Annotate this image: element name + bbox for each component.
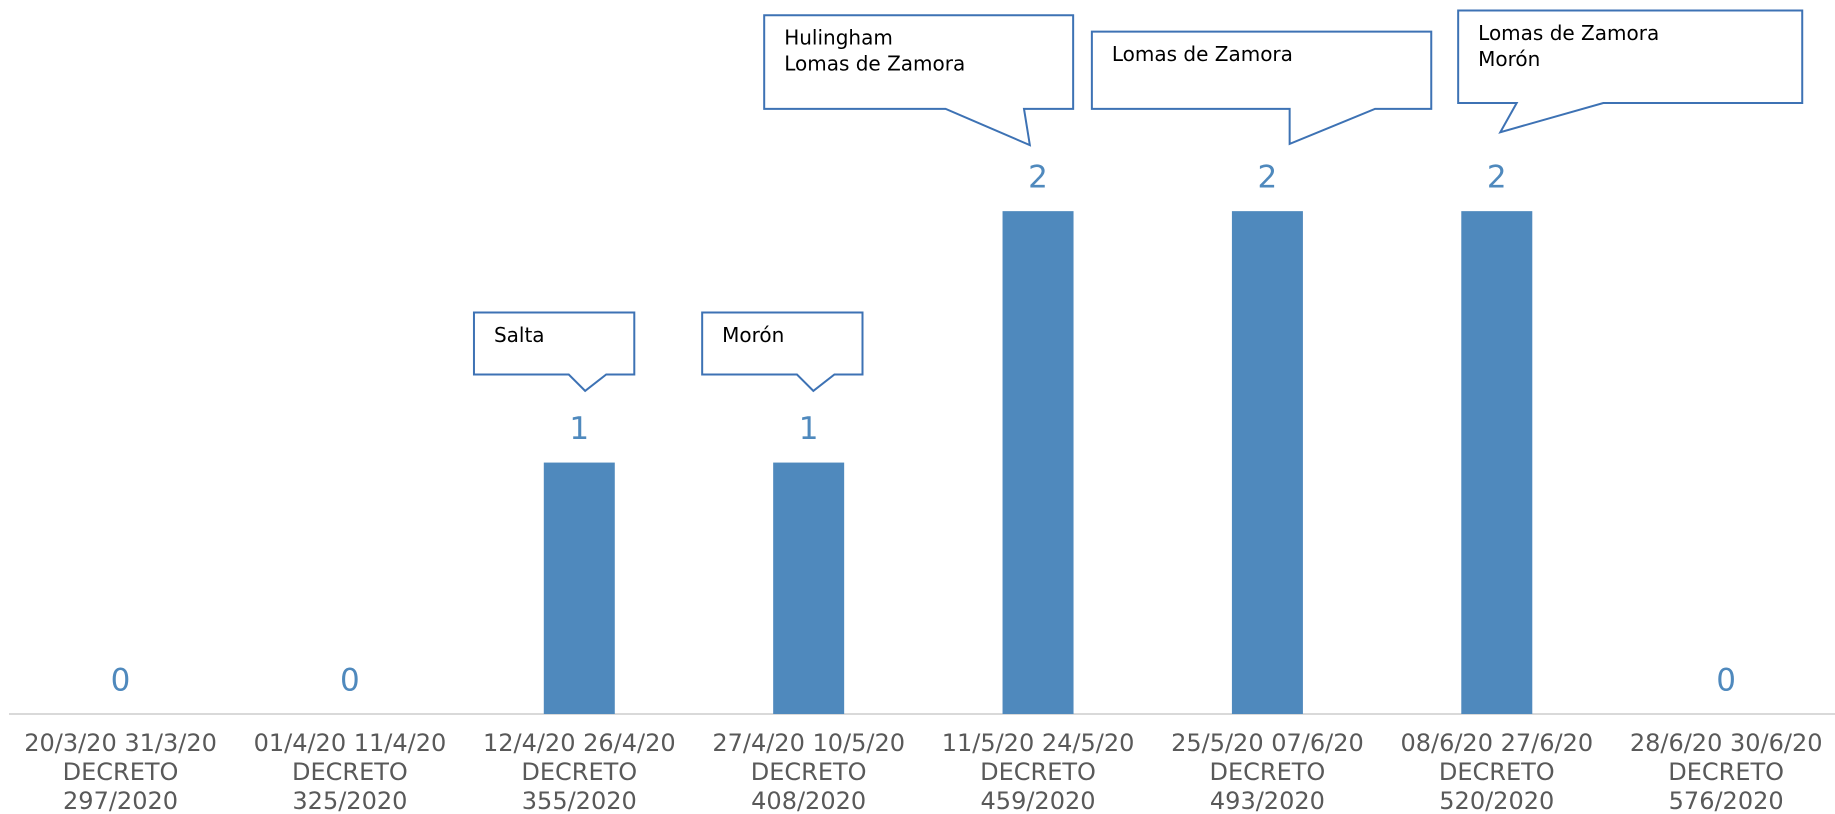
callout <box>701 311 864 393</box>
x-tick-label: DECRETO <box>521 758 637 786</box>
x-tick-label: 25/5/20 07/6/20 <box>1171 729 1364 757</box>
bar <box>773 462 845 714</box>
callout <box>472 311 636 393</box>
callout-text: Lomas de Zamora <box>1112 42 1293 66</box>
callout-text: Hulingham <box>784 26 893 50</box>
bar <box>1002 211 1074 714</box>
callout-text: Lomas de Zamora <box>784 52 965 76</box>
x-tick-label: 520/2020 <box>1439 787 1554 814</box>
value-label: 2 <box>1258 160 1278 196</box>
x-tick-label: DECRETO <box>63 758 179 786</box>
bar <box>1231 211 1303 714</box>
value-label: 0 <box>340 663 360 699</box>
x-tick-label: 11/5/20 24/5/20 <box>942 729 1135 757</box>
x-tick-label: 12/4/20 26/4/20 <box>483 729 676 757</box>
value-label: 2 <box>1028 160 1048 196</box>
x-tick-label: DECRETO <box>980 758 1096 786</box>
x-tick-label: 27/4/20 10/5/20 <box>712 729 905 757</box>
x-tick-label: 297/2020 <box>63 787 178 814</box>
callout <box>1457 9 1804 134</box>
x-tick-label: 355/2020 <box>522 787 637 814</box>
x-tick-label: 576/2020 <box>1669 787 1784 814</box>
callout <box>1090 30 1433 146</box>
x-tick-label: 325/2020 <box>292 787 407 814</box>
x-tick-label: 28/6/20 30/6/20 <box>1630 729 1823 757</box>
value-label: 1 <box>569 411 589 447</box>
callout-text: Morón <box>722 323 784 347</box>
callout-text: Salta <box>494 323 545 347</box>
value-label: 0 <box>111 663 131 699</box>
bar <box>1461 211 1533 714</box>
x-tick-label: DECRETO <box>1210 758 1326 786</box>
x-tick-label: 493/2020 <box>1210 787 1325 814</box>
callout-text: Morón <box>1478 47 1540 71</box>
x-tick-label: DECRETO <box>751 758 867 786</box>
x-tick-label: 408/2020 <box>751 787 866 814</box>
x-tick-label: 01/4/20 11/4/20 <box>254 729 447 757</box>
callout-text: Lomas de Zamora <box>1478 21 1659 45</box>
x-tick-label: DECRETO <box>1668 758 1784 786</box>
x-tick-label: DECRETO <box>292 758 408 786</box>
value-label: 0 <box>1716 663 1736 699</box>
value-label: 2 <box>1487 160 1507 196</box>
x-tick-label: 08/6/20 27/6/20 <box>1400 729 1593 757</box>
bar <box>543 462 615 714</box>
x-tick-label: DECRETO <box>1439 758 1555 786</box>
x-tick-label: 459/2020 <box>981 787 1096 814</box>
callout <box>763 14 1075 147</box>
value-label: 1 <box>799 411 819 447</box>
x-tick-label: 20/3/20 31/3/20 <box>24 729 217 757</box>
